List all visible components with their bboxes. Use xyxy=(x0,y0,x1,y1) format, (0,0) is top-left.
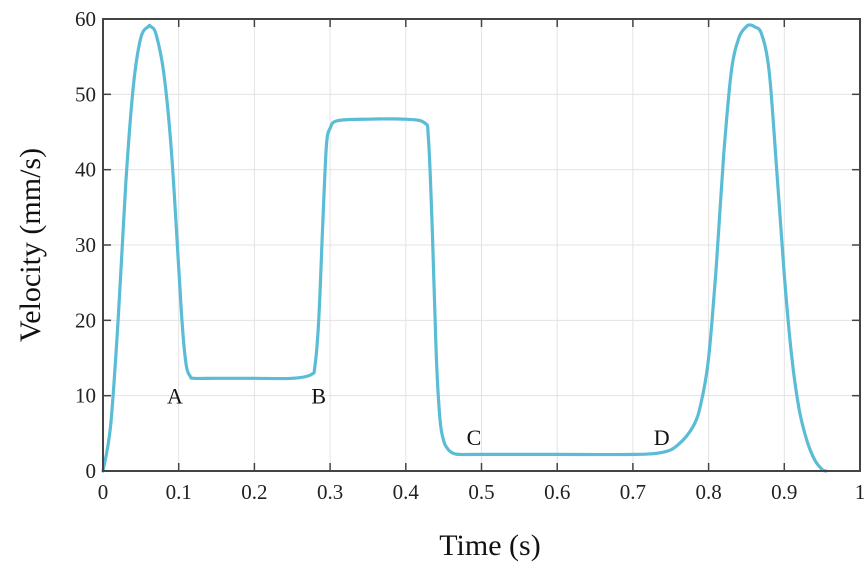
y-tick-labels: 0 10 20 30 40 50 60 xyxy=(75,7,96,483)
velocity-line xyxy=(101,23,828,473)
y-tick-label: 50 xyxy=(75,82,96,106)
y-axis-label: Velocity (mm/s) xyxy=(14,148,47,342)
grid-lines xyxy=(103,19,860,471)
annotation-d: D xyxy=(654,425,670,450)
x-tick-label: 0.8 xyxy=(695,480,721,504)
x-tick-label: 0.1 xyxy=(166,480,192,504)
annotation-b: B xyxy=(311,384,326,409)
x-tick-label: 0 xyxy=(98,480,109,504)
x-tick-label: 0.5 xyxy=(468,480,494,504)
x-tick-labels: 0 0.1 0.2 0.3 0.4 0.5 0.6 0.7 0.8 0.9 1 xyxy=(98,480,866,504)
annotation-c: C xyxy=(467,425,482,450)
y-tick-label: 40 xyxy=(75,158,96,182)
x-tick-label: 0.4 xyxy=(393,480,420,504)
y-tick-label: 10 xyxy=(75,384,96,408)
x-axis-label: Time (s) xyxy=(439,529,540,562)
point-annotations: A B C D xyxy=(167,384,670,450)
x-tick-label: 0.3 xyxy=(317,480,343,504)
annotation-a: A xyxy=(167,384,183,409)
y-tick-label: 60 xyxy=(75,7,96,31)
x-tick-label: 0.7 xyxy=(620,480,646,504)
y-tick-label: 0 xyxy=(86,459,97,483)
x-tick-label: 1 xyxy=(855,480,866,504)
x-tick-label: 0.6 xyxy=(544,480,570,504)
y-tick-label: 30 xyxy=(75,233,96,257)
y-tick-label: 20 xyxy=(75,308,96,332)
axis-ticks xyxy=(102,18,861,472)
x-tick-label: 0.9 xyxy=(771,480,797,504)
x-tick-label: 0.2 xyxy=(241,480,267,504)
